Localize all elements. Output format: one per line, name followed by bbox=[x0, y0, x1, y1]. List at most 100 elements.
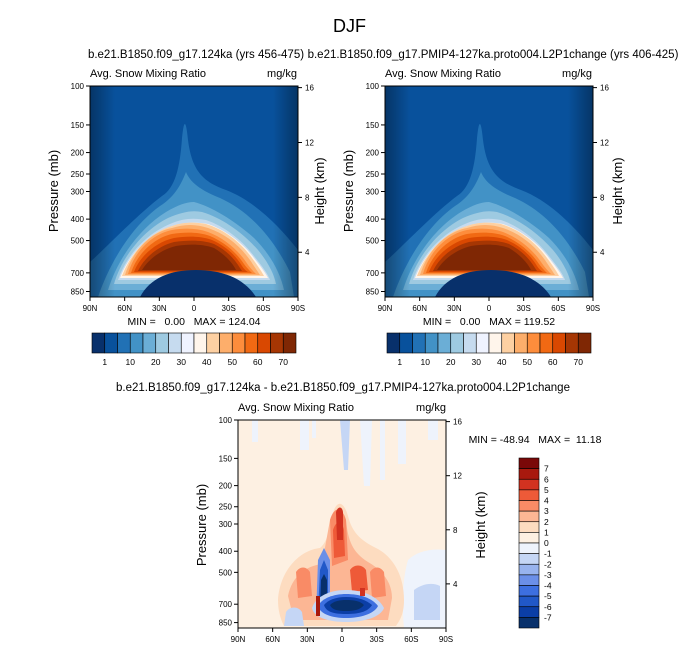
panel-3-y-tick-label: 150 bbox=[219, 454, 233, 463]
panel-1-y-tick-label: 200 bbox=[71, 149, 85, 158]
colorbar-3-label: 6 bbox=[544, 474, 549, 484]
panel-1-left-label: Avg. Snow Mixing Ratio bbox=[90, 68, 206, 80]
panel-1-x-tick-label: 30S bbox=[222, 304, 236, 313]
panel-3-height-tick-label: 4 bbox=[453, 580, 458, 589]
colorbar-1-box bbox=[129, 332, 144, 354]
panel-3-contour-2 bbox=[288, 511, 392, 620]
colorbar-1-box bbox=[193, 332, 208, 354]
colorbar-1-box bbox=[206, 332, 220, 354]
colorbar-2-box bbox=[488, 332, 503, 354]
colorbar-2-box bbox=[514, 332, 528, 354]
panel-2-x-tick-label: 30N bbox=[447, 304, 462, 313]
panel-3-y2-label: Height (km) bbox=[473, 491, 488, 558]
colorbar-2-box bbox=[526, 332, 541, 354]
panel-2-x-tick-label: 90N bbox=[378, 304, 393, 313]
colorbar-3-box bbox=[518, 563, 540, 576]
colorbar-1-box bbox=[117, 332, 131, 354]
panel-3-streak-7 bbox=[398, 420, 406, 464]
panel-3-contour-18 bbox=[284, 607, 304, 626]
colorbar-1-box bbox=[168, 332, 182, 354]
colorbar-3-label: -2 bbox=[544, 559, 552, 569]
panel-3-y-tick-label: 850 bbox=[219, 619, 233, 628]
panel-2-y-tick-label: 500 bbox=[366, 237, 380, 246]
panel-1-y2-label: Height (km) bbox=[312, 157, 327, 224]
panel-3-streak-4 bbox=[340, 420, 350, 470]
colorbar-1-label: 40 bbox=[202, 357, 212, 367]
panel-3-contour-7 bbox=[350, 565, 368, 592]
colorbar-2-label: 40 bbox=[497, 357, 507, 367]
panel-2-y-tick-label: 400 bbox=[366, 215, 380, 224]
panel-3-streak-3 bbox=[312, 420, 316, 438]
colorbar-2-box bbox=[565, 332, 579, 354]
panel-3-axes: 90N 60N 30N 0 30S 60S 90S 100 150 200 250 300 400 500… bbox=[219, 416, 463, 644]
panel-2-height-tick-label: 16 bbox=[600, 84, 609, 93]
colorbar-1-box bbox=[257, 332, 271, 354]
panel-3-plot bbox=[238, 420, 446, 628]
panel-3-streak-6 bbox=[380, 420, 385, 480]
colorbar-3-label: 4 bbox=[544, 496, 549, 506]
colorbar-3-label: -1 bbox=[544, 549, 552, 559]
panel-3-x-tick-label: 90S bbox=[439, 635, 453, 644]
panel-3-y-tick-label: 250 bbox=[219, 503, 233, 512]
colorbar-2-box bbox=[475, 332, 490, 354]
panel-1-height-tick-label: 4 bbox=[305, 248, 310, 257]
panel-3-streak-1 bbox=[252, 420, 258, 442]
panel-3-title: b.e21.B1850.f09_g17.124ka - b.e21.B1850.… bbox=[116, 382, 570, 394]
colorbar-2-label: 70 bbox=[574, 357, 584, 367]
colorbar-2-box bbox=[577, 332, 592, 354]
colorbar-2-box bbox=[424, 332, 439, 354]
colorbar-2-box bbox=[539, 332, 554, 354]
panel-1: b.e21.B1850.f09_g17.124ka (yrs 456-475) … bbox=[46, 49, 327, 367]
colorbar-1-box bbox=[155, 332, 169, 354]
panel-3-polar-anomaly-south-strong bbox=[414, 583, 440, 620]
panel-3-y-tick-label: 200 bbox=[219, 482, 233, 491]
panel-2-y-tick-label: 850 bbox=[366, 288, 380, 297]
panel-1-x-tick-label: 30N bbox=[152, 304, 167, 313]
colorbar-3-box bbox=[518, 595, 540, 608]
colorbar-1-label: 1 bbox=[102, 357, 107, 367]
colorbar-1-label: 60 bbox=[253, 357, 263, 367]
colorbar-3-box bbox=[518, 585, 540, 597]
colorbar-2-box bbox=[501, 332, 515, 354]
panel-1-height-tick-label: 8 bbox=[305, 193, 310, 202]
panel-2-y-tick-label: 250 bbox=[366, 170, 380, 179]
panel-3-y-tick-label: 300 bbox=[219, 520, 233, 529]
panel-1-x-tick-label: 60N bbox=[117, 304, 132, 313]
panel-3-y-tick-label: 400 bbox=[219, 547, 233, 556]
panel-1-y-tick-label: 250 bbox=[71, 170, 85, 179]
panel-2-right-label: mg/kg bbox=[562, 68, 592, 80]
colorbar-3-box bbox=[518, 489, 540, 501]
panel-3-height-tick-label: 12 bbox=[453, 472, 462, 481]
panel-3-x-tick-label: 60S bbox=[404, 635, 418, 644]
colorbar-3-label: -4 bbox=[544, 581, 552, 591]
panel-1-plot bbox=[90, 86, 298, 297]
panel-2-colorbar: 1 10 20 30 40 50 60 70 bbox=[386, 332, 592, 367]
colorbar-3-box bbox=[518, 468, 540, 480]
panel-1-colorbar: 1 10 20 30 40 50 60 70 bbox=[91, 332, 297, 367]
colorbar-1-box bbox=[244, 332, 259, 354]
colorbar-3-box bbox=[518, 521, 540, 533]
panel-3-height-tick-label: 8 bbox=[453, 526, 458, 535]
panel-1-y-tick-label: 150 bbox=[71, 121, 85, 130]
panel-3-x-tick-label: 60N bbox=[265, 635, 280, 644]
colorbar-3-label: 2 bbox=[544, 517, 549, 527]
panel-2-y-tick-label: 700 bbox=[366, 269, 380, 278]
panel-1-right-label: mg/kg bbox=[267, 68, 297, 80]
colorbar-3-label: -6 bbox=[544, 602, 552, 612]
colorbar-1-label: 50 bbox=[228, 357, 238, 367]
panel-3-streak-8 bbox=[428, 420, 438, 440]
panel-2-stats: MIN = 0.00 MAX = 119.52 bbox=[423, 316, 555, 328]
panel-3-contour-5 bbox=[336, 507, 343, 540]
panel-1-y-tick-label: 500 bbox=[71, 237, 85, 246]
panel-2-y-tick-label: 200 bbox=[366, 149, 380, 158]
panel-3-streak-2 bbox=[300, 420, 309, 450]
panel-1-y-tick-label: 700 bbox=[71, 269, 85, 278]
colorbar-2-box bbox=[437, 332, 452, 354]
panel-3-contour-6 bbox=[296, 567, 312, 598]
colorbar-3-box bbox=[518, 574, 540, 586]
colorbar-1-box bbox=[142, 332, 157, 354]
colorbar-3-label: 0 bbox=[544, 538, 549, 548]
colorbar-1-box bbox=[282, 332, 297, 354]
